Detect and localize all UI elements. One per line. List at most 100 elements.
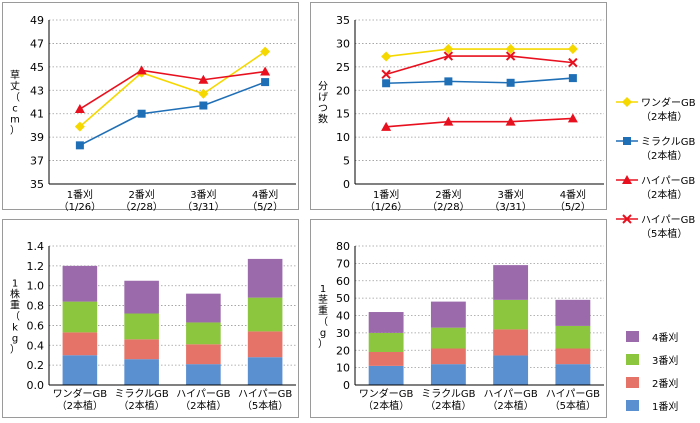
data-point xyxy=(567,113,578,123)
series-line xyxy=(386,48,573,58)
x-tick-label: 4番刈 xyxy=(560,188,586,201)
bar-segment xyxy=(247,331,283,358)
legend-marker xyxy=(622,175,632,184)
y-tick-label: 0.6 xyxy=(27,319,45,332)
legend-swatch xyxy=(626,377,639,388)
data-point xyxy=(382,79,391,88)
y-tick-label: 0.0 xyxy=(27,379,45,392)
x-tick-sublabel: （2本植） xyxy=(363,399,409,412)
x-tick-sublabel: （5/2） xyxy=(555,201,591,211)
y-tick-label: 41 xyxy=(30,108,44,121)
x-tick-sublabel: （1/26） xyxy=(59,201,101,211)
y-tick-label: 10 xyxy=(336,362,350,375)
data-point xyxy=(261,78,270,87)
legend-swatch xyxy=(626,354,639,365)
bar-segment xyxy=(62,301,98,333)
data-point xyxy=(381,121,392,131)
data-point xyxy=(567,44,578,55)
bar-segment xyxy=(430,364,466,385)
y-axis-label: 1 茎重（ g） xyxy=(318,284,328,350)
bar-segment xyxy=(247,258,283,298)
y-tick-label: 0.8 xyxy=(27,300,45,313)
bar-segment xyxy=(62,332,98,356)
stem-weight-chart: 01020304050607080ワンダーGB（2本植）ミラクルGB（2本植）ハ… xyxy=(318,240,604,412)
y-tick-label: 43 xyxy=(30,84,44,97)
data-point xyxy=(75,141,84,150)
legend-label: 2番刈 xyxy=(652,377,678,390)
series-line xyxy=(386,77,573,85)
y-axis-label: 分げつ数 xyxy=(318,81,328,126)
x-tick-label: ハイパーGB xyxy=(238,388,292,400)
bar-segment xyxy=(186,322,221,345)
y-tick-label: 25 xyxy=(336,61,350,74)
bar-segment xyxy=(186,344,221,365)
bar-segment xyxy=(124,339,159,360)
y-tick-label: 1.4 xyxy=(27,240,45,253)
bar-segment xyxy=(186,293,221,323)
series-line xyxy=(79,50,266,128)
y-tick-label: 0 xyxy=(343,379,350,392)
legend-swatch xyxy=(626,400,639,411)
series-line xyxy=(79,81,266,147)
legend-marker xyxy=(622,214,632,224)
data-point xyxy=(260,46,271,57)
x-tick-sublabel: （2本植） xyxy=(487,399,533,412)
x-tick-label: 2番刈 xyxy=(435,188,461,201)
x-tick-sublabel: （2/28） xyxy=(427,201,469,211)
x-tick-sublabel: （2本植） xyxy=(180,399,226,412)
legend-marker xyxy=(623,137,631,145)
y-tick-label: 35 xyxy=(336,14,350,27)
plant-weight-chart: 0.00.20.40.60.81.01.21.4ワンダーGB（2本植）ミラクルG… xyxy=(10,240,296,412)
tiller-count-chart-panel: 0 5 10 15 20 25 30 35 1番刈 （1/26） 2番刈 （2/28） 3番刈 （3/31… xyxy=(310,2,607,213)
tiller-count-chart: 0 5 10 15 20 25 30 35 1番刈（1/26） 2番刈（2/28） 3番刈（3/31… xyxy=(318,14,604,213)
bar-segment xyxy=(62,265,98,302)
y-axis-label: 草丈（ c m） xyxy=(10,70,20,137)
data-point xyxy=(568,74,577,83)
plant-height-chart-panel: 35 37 39 41 43 45 47 49 1番刈 （1/26） 2番刈 （2/28） 3番刈 （3/… xyxy=(2,2,299,213)
bar-segment xyxy=(247,357,283,385)
x-tick-label: ワンダーGB xyxy=(359,387,414,400)
plant-weight-chart-panel: 0.0 0.2 0.4 0.6 0.8 1.0 1.2 1.4 ワンダーGB （2本植） ミラクルG… xyxy=(2,219,299,418)
y-tick-label: 15 xyxy=(336,108,350,121)
x-tick-label: ハイパーGB xyxy=(546,388,600,400)
y-tick-label: 47 xyxy=(30,37,44,50)
series-line xyxy=(385,55,573,76)
stem-weight-chart-panel: 0 10 20 30 40 50 60 70 80 ワンダーGB （2本植） ミラクルGB （2本植）ハ… xyxy=(310,219,607,418)
data-point xyxy=(505,116,516,126)
bar-segment xyxy=(430,348,466,365)
y-tick-label: 50 xyxy=(336,292,350,305)
x-tick-sublabel: （2本植） xyxy=(425,399,471,412)
legend-sublabel: （2本植） xyxy=(641,149,687,162)
y-tick-label: 39 xyxy=(30,131,44,144)
y-tick-label: 60 xyxy=(336,275,350,288)
data-point xyxy=(505,51,516,61)
bar-chart-legend: 4番刈 3番刈 2番刈 1番刈 xyxy=(626,331,678,413)
y-tick-label: 0 xyxy=(343,178,350,191)
bar-segment xyxy=(124,359,159,385)
data-point xyxy=(506,78,515,87)
bar-segment xyxy=(368,312,404,333)
y-tick-label: 20 xyxy=(336,84,350,97)
y-axis-label: 1 株重（ k g） xyxy=(10,279,20,356)
data-point xyxy=(198,88,209,99)
x-tick-sublabel: （3/31） xyxy=(182,201,224,211)
bar-segment xyxy=(555,348,591,365)
legend-swatch xyxy=(626,331,639,342)
legend-label: 1番刈 xyxy=(652,400,678,413)
bar-segment xyxy=(62,355,98,385)
x-tick-label: 2番刈 xyxy=(128,188,154,201)
plant-height-chart: 35 37 39 41 43 45 47 49 1番刈（1/26） 2番刈（2/28） 3番刈（3/… xyxy=(10,14,296,213)
y-tick-label: 45 xyxy=(30,61,44,74)
y-tick-label: 1.0 xyxy=(27,280,45,293)
y-tick-label: 37 xyxy=(30,155,44,168)
bar-segment xyxy=(555,364,591,385)
data-point xyxy=(260,66,271,76)
x-tick-sublabel: （5本植） xyxy=(242,399,288,412)
x-tick-label: 3番刈 xyxy=(190,188,216,201)
data-point xyxy=(74,104,85,114)
bar-segment xyxy=(247,297,283,332)
line-chart-legend: ワンダーGB（2本植）ミラクルGB（2本植）ハイパーGB（2本植）ハイパーGB（… xyxy=(616,96,696,240)
y-tick-label: 35 xyxy=(30,178,44,191)
x-tick-label: ワンダーGB xyxy=(53,387,108,400)
bar-segment xyxy=(368,365,404,385)
